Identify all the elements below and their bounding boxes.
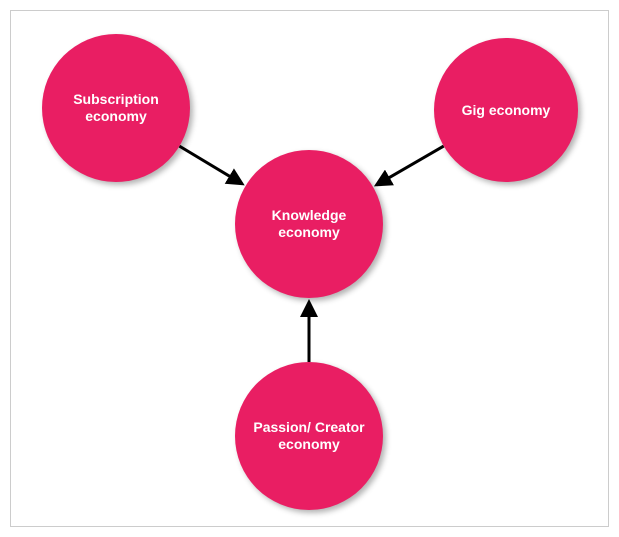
node-passion-creator-economy: Passion/ Creator economy bbox=[235, 362, 383, 510]
node-label: Knowledge economy bbox=[243, 207, 375, 241]
node-knowledge-economy: Knowledge economy bbox=[235, 150, 383, 298]
diagram-canvas: Knowledge economy Subscription economy G… bbox=[0, 0, 619, 537]
node-gig-economy: Gig economy bbox=[434, 38, 578, 182]
node-label: Gig economy bbox=[442, 102, 570, 119]
node-subscription-economy: Subscription economy bbox=[42, 34, 190, 182]
node-label: Subscription economy bbox=[50, 91, 182, 125]
node-label: Passion/ Creator economy bbox=[243, 419, 375, 453]
